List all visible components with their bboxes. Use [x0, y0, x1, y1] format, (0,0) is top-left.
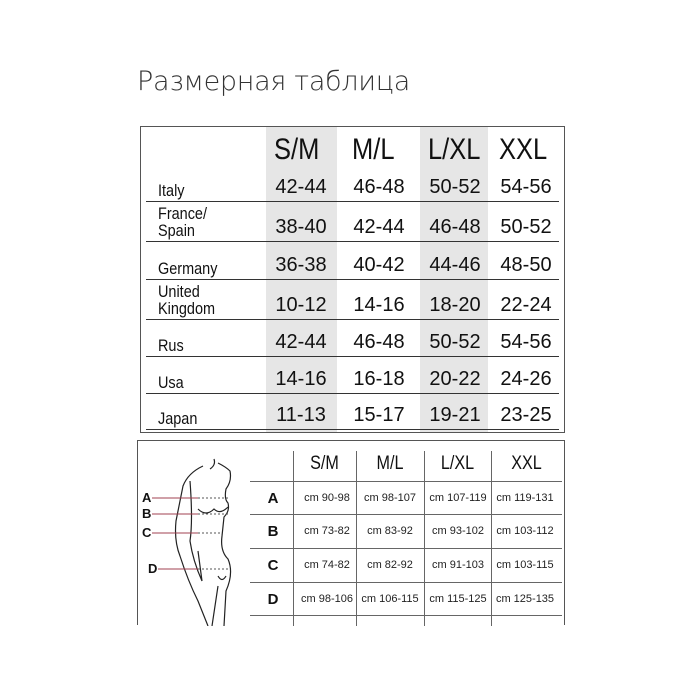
measure-value: cm 98-107 [364, 492, 416, 504]
size-header: S/M [310, 453, 339, 474]
size-value: 23-25 [500, 404, 552, 426]
measure-value: cm 125-135 [495, 593, 555, 605]
country-label: Italy [158, 181, 185, 200]
size-value: 42-44 [275, 331, 327, 353]
size-value: 46-48 [353, 176, 405, 198]
measure-value: cm 98-106 [301, 593, 353, 605]
size-value: 11-13 [276, 404, 326, 426]
size-value: 50-52 [429, 176, 481, 198]
size-value: 20-22 [429, 368, 481, 390]
country-label: United Kingdom [158, 282, 216, 318]
page-title: Размерная таблица [137, 66, 411, 97]
measure-value: cm 103-112 [496, 525, 554, 537]
size-value: 54-56 [500, 176, 552, 198]
size-header: M/L [376, 453, 404, 474]
size-header: XXL [511, 453, 542, 474]
size-value: 42-44 [353, 216, 405, 238]
size-value: 24-26 [500, 368, 552, 390]
grid-line [250, 582, 562, 583]
grid-line [250, 615, 562, 616]
country-label: Germany [158, 259, 218, 278]
measure-value: cm 106-115 [361, 593, 419, 605]
size-header: M/L [352, 133, 395, 166]
measure-value: cm 83-92 [367, 525, 413, 537]
country-size-table: S/M M/L L/XL XXL Italy 42-44 46-48 50-52 54-56 Fr… [140, 126, 565, 433]
size-value: 44-46 [429, 254, 481, 276]
measure-label: A [267, 490, 279, 507]
size-header: S/M [274, 133, 320, 166]
table-row: France/ Spain 38-40 42-44 46-48 50-52 [146, 201, 559, 242]
size-value: 16-18 [353, 368, 405, 390]
size-value: 48-50 [500, 254, 552, 276]
grid-line [293, 451, 294, 626]
measure-label: D [267, 591, 279, 608]
size-value: 50-52 [500, 216, 552, 238]
country-label: Rus [158, 336, 184, 355]
size-value: 50-52 [429, 331, 481, 353]
measure-value: cm 107-119 [429, 492, 487, 504]
size-value: 36-38 [275, 254, 327, 276]
measure-value: cm 74-82 [304, 559, 350, 571]
size-value: 54-56 [500, 331, 552, 353]
size-value: 15-17 [353, 404, 405, 426]
figure-label: D [148, 561, 158, 576]
table-row: Italy 42-44 46-48 50-52 54-56 [146, 171, 559, 202]
body-figure-icon [152, 458, 232, 626]
grid-line [491, 451, 492, 626]
measure-value: cm 103-115 [496, 559, 554, 571]
grid-line [250, 514, 562, 515]
measure-value: cm 73-82 [304, 525, 350, 537]
country-label: Usa [158, 373, 184, 392]
size-value: 19-21 [429, 404, 481, 426]
measure-value: cm 91-103 [432, 559, 484, 571]
measure-value: cm 82-92 [367, 559, 413, 571]
country-label: France/ Spain [158, 204, 207, 240]
grid-line [424, 451, 425, 626]
figure-label: C [142, 525, 152, 540]
size-header: XXL [499, 133, 548, 166]
size-value: 46-48 [429, 216, 481, 238]
table-row: United Kingdom 10-12 14-16 18-20 22-24 [146, 279, 559, 320]
size-value: 42-44 [275, 176, 327, 198]
table-row: Usa 14-16 16-18 20-22 24-26 [146, 356, 559, 394]
measure-value: cm 115-125 [429, 593, 487, 605]
size-value: 18-20 [429, 294, 481, 316]
grid-line [250, 548, 562, 549]
country-label: Japan [158, 409, 198, 428]
grid-line [356, 451, 357, 626]
measure-value: cm 93-102 [432, 525, 484, 537]
table-row: Germany 36-38 40-42 44-46 48-50 [146, 241, 559, 280]
size-value: 22-24 [500, 294, 552, 316]
size-value: 10-12 [275, 294, 327, 316]
size-value: 40-42 [353, 254, 405, 276]
measure-value: cm 90-98 [304, 492, 350, 504]
table-row: Rus 42-44 46-48 50-52 54-56 [146, 319, 559, 357]
size-value: 38-40 [275, 216, 327, 238]
figure-label: B [142, 506, 152, 521]
size-value: 46-48 [353, 331, 405, 353]
measure-value: cm 119-131 [496, 492, 554, 504]
size-value: 14-16 [353, 294, 405, 316]
size-header: L/XL [440, 453, 475, 474]
size-value: 14-16 [275, 368, 327, 390]
grid-line [250, 481, 562, 482]
size-header: L/XL [428, 133, 481, 166]
table-row: Japan 11-13 15-17 19-21 23-25 [146, 393, 559, 430]
measure-label: C [267, 557, 279, 574]
figure-label: A [142, 490, 152, 505]
measure-label: B [267, 523, 279, 540]
